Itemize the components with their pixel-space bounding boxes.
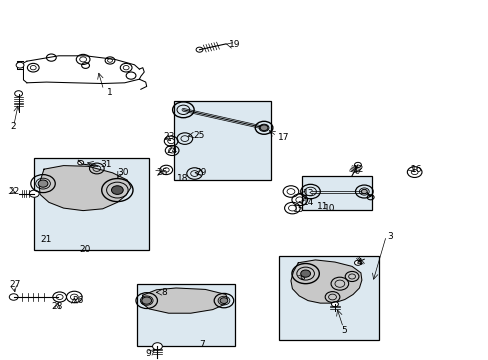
Circle shape bbox=[354, 260, 361, 265]
Circle shape bbox=[15, 91, 22, 96]
Text: 15: 15 bbox=[293, 205, 305, 214]
Text: 13: 13 bbox=[303, 189, 314, 198]
Circle shape bbox=[9, 294, 18, 300]
Text: 2: 2 bbox=[11, 122, 17, 131]
Text: 10: 10 bbox=[323, 204, 335, 213]
Text: 28: 28 bbox=[51, 302, 62, 311]
Circle shape bbox=[354, 162, 361, 167]
Text: 6: 6 bbox=[299, 273, 305, 282]
Text: 8: 8 bbox=[161, 288, 167, 297]
Circle shape bbox=[220, 298, 227, 303]
Text: 14: 14 bbox=[303, 198, 314, 207]
Polygon shape bbox=[290, 260, 361, 303]
Text: 19: 19 bbox=[228, 40, 240, 49]
Text: 1: 1 bbox=[106, 89, 112, 98]
Circle shape bbox=[361, 189, 366, 194]
Circle shape bbox=[300, 270, 310, 277]
Text: 29: 29 bbox=[195, 168, 206, 177]
Circle shape bbox=[152, 343, 162, 350]
Text: 27: 27 bbox=[10, 280, 21, 289]
Text: 16: 16 bbox=[410, 165, 422, 174]
Text: 5: 5 bbox=[341, 326, 346, 335]
Circle shape bbox=[111, 186, 123, 194]
Text: 25: 25 bbox=[193, 131, 204, 140]
Circle shape bbox=[38, 180, 48, 187]
Circle shape bbox=[331, 302, 338, 307]
Text: 18: 18 bbox=[177, 175, 188, 184]
Bar bbox=[173, 101, 271, 180]
Text: 17: 17 bbox=[277, 133, 289, 142]
Polygon shape bbox=[142, 288, 227, 313]
Text: 21: 21 bbox=[40, 235, 51, 244]
Text: 22: 22 bbox=[9, 187, 20, 196]
Text: 31: 31 bbox=[100, 161, 112, 170]
Text: 24: 24 bbox=[166, 146, 177, 155]
Circle shape bbox=[78, 161, 83, 165]
Text: 9: 9 bbox=[145, 349, 151, 358]
Text: 11: 11 bbox=[316, 202, 328, 211]
Text: 30: 30 bbox=[117, 168, 129, 177]
Circle shape bbox=[16, 62, 24, 68]
Bar bbox=[137, 284, 234, 346]
Text: 12: 12 bbox=[352, 166, 364, 175]
Bar bbox=[278, 256, 378, 340]
Text: 23: 23 bbox=[163, 132, 175, 141]
Circle shape bbox=[260, 125, 267, 131]
Text: 20: 20 bbox=[79, 245, 90, 253]
Polygon shape bbox=[39, 166, 131, 211]
Circle shape bbox=[142, 297, 151, 304]
Bar bbox=[302, 176, 371, 210]
Text: 26: 26 bbox=[156, 168, 167, 177]
Bar bbox=[34, 158, 149, 250]
Circle shape bbox=[29, 190, 39, 197]
Text: 4: 4 bbox=[356, 258, 362, 266]
Text: 26: 26 bbox=[72, 296, 83, 305]
Text: 7: 7 bbox=[199, 340, 205, 348]
Text: 3: 3 bbox=[386, 233, 392, 242]
Circle shape bbox=[196, 47, 203, 52]
